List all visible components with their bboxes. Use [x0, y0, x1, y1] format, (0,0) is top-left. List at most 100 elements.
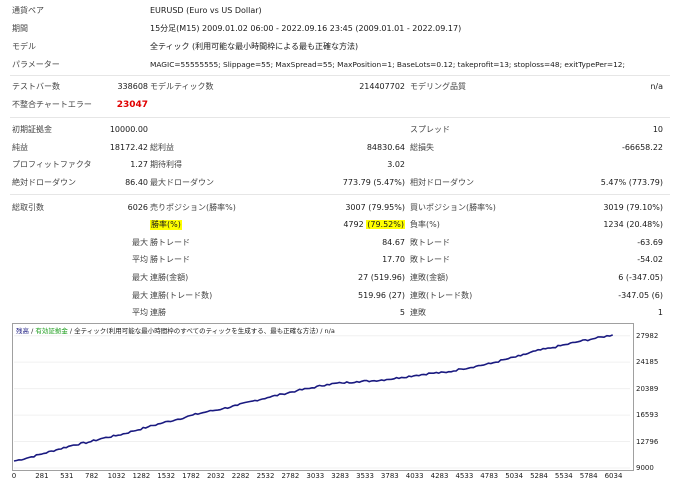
long-label: 買いポジション(勝率%)	[410, 203, 496, 212]
avg-loss-value: -54.02	[637, 255, 663, 264]
long-value: 3019 (79.10%)	[603, 203, 663, 212]
avg-consec-loss-value: 1	[657, 308, 663, 317]
largest-label: 最大	[132, 273, 148, 282]
mismatch-value: 23047	[116, 100, 148, 110]
params-label: パラメーター	[12, 60, 60, 69]
consec-loss-amt-label: 連敗(金額)	[410, 273, 449, 282]
model-label: モデル	[12, 42, 36, 51]
winrate-label: 勝率(%)	[150, 220, 182, 230]
model-value: 全ティック (利用可能な最小時間枠による最も正確な方法)	[150, 42, 359, 51]
x-tick-label: 1282	[132, 472, 151, 480]
symbol-label: 通貨ペア	[12, 6, 44, 15]
spread-value: 10	[652, 125, 663, 134]
x-tick-label: 782	[85, 472, 99, 480]
largest-loss-value: -63.69	[637, 238, 663, 247]
pf-value: 1.27	[130, 160, 148, 169]
x-tick-label: 4033	[405, 472, 424, 480]
legend-description: / 全ティック(利用可能な最小時間枠のすべてのティックを生成する、最も正確な方法…	[67, 327, 335, 335]
x-tick-label: 2532	[256, 472, 275, 480]
params-value: MAGIC=55555555; Slippage=55; MaxSpread=5…	[150, 60, 625, 69]
max-dd-value: 773.79 (5.47%)	[342, 178, 405, 187]
gross-loss-value: -66658.22	[621, 143, 663, 152]
x-tick-label: 4533	[455, 472, 474, 480]
gross-loss-label: 総損失	[410, 143, 434, 152]
max-dd-label: 最大ドローダウン	[150, 178, 214, 187]
spread-label: スプレッド	[410, 125, 450, 134]
winrate-count: 4792	[343, 220, 364, 229]
x-tick-label: 1032	[107, 472, 126, 480]
legend-equity: 有効証拠金	[35, 327, 68, 335]
largest-label: 最大	[132, 291, 148, 300]
winrate-percent: (79.52%)	[366, 220, 405, 229]
avg-consec-win-value: 5	[399, 308, 405, 317]
avg-consec-win-label: 連勝	[150, 308, 166, 317]
winrate-value: 4792 (79.52%)	[300, 220, 405, 230]
rel-dd-value: 5.47% (773.79)	[600, 178, 663, 187]
abs-dd-value: 86.40	[125, 178, 148, 187]
avg-consec-loss-label: 連敗	[410, 308, 426, 317]
period-label: 期間	[12, 24, 28, 33]
x-tick-label: 3783	[380, 472, 399, 480]
consec-win-cnt-label: 連勝(トレード数)	[150, 291, 213, 300]
y-tick-label: 12796	[636, 437, 659, 446]
x-tick-label: 281	[35, 472, 49, 480]
short-value: 3007 (79.95%)	[345, 203, 405, 212]
x-tick-label: 531	[60, 472, 74, 480]
y-tick-label: 27982	[636, 331, 659, 340]
consec-win-amt-label: 連勝(金額)	[150, 273, 189, 282]
largest-loss-label: 敗トレード	[410, 238, 450, 247]
gross-profit-label: 総利益	[150, 143, 174, 152]
payoff-value: 3.02	[387, 160, 405, 169]
ticks-value: 214407702	[359, 82, 405, 91]
trades-value: 6026	[127, 203, 148, 212]
x-tick-label: 5034	[505, 472, 524, 480]
separator	[10, 194, 670, 195]
mismatch-label: 不整合チャートエラー	[12, 100, 92, 109]
x-tick-label: 5284	[530, 472, 548, 480]
avg-win-value: 17.70	[382, 255, 405, 264]
largest-win-label: 勝トレード	[150, 238, 190, 247]
quality-label: モデリング品質	[410, 82, 466, 91]
net-value: 18172.42	[109, 143, 148, 152]
lossrate-value: 1234 (20.48%)	[603, 220, 663, 229]
consec-loss-cnt-value: -347.05 (6)	[618, 291, 663, 300]
consec-win-cnt-value: 519.96 (27)	[358, 291, 405, 300]
trades-label: 総取引数	[12, 203, 44, 212]
y-tick-label: 24185	[636, 358, 659, 367]
deposit-label: 初期証拠金	[12, 125, 52, 134]
x-tick-label: 5784	[579, 472, 598, 480]
consec-loss-cnt-label: 連敗(トレード数)	[410, 291, 473, 300]
period-value: 15分足(M15) 2009.01.02 06:00 - 2022.09.16 …	[150, 24, 462, 33]
symbol-value: EURUSD (Euro vs US Dollar)	[150, 6, 262, 15]
y-tick-label: 16593	[636, 411, 659, 420]
pf-label: プロフィットファクタ	[12, 160, 92, 169]
x-tick-label: 3033	[306, 472, 325, 480]
balance-graph	[12, 323, 634, 471]
x-tick-label: 2782	[281, 472, 300, 480]
average-label: 平均	[132, 308, 148, 317]
largest-label: 最大	[132, 238, 148, 247]
abs-dd-label: 絶対ドローダウン	[12, 178, 76, 187]
graph-legend: 残高 / 有効証拠金 / 全ティック(利用可能な最小時間枠のすべてのティックを生…	[16, 327, 335, 335]
short-label: 売りポジション(勝率%)	[150, 203, 236, 212]
avg-win-label: 勝トレード	[150, 255, 190, 264]
ticks-label: モデルティック数	[150, 82, 214, 91]
rel-dd-label: 相対ドローダウン	[410, 178, 474, 187]
x-tick-label: 1782	[182, 472, 200, 480]
separator	[10, 75, 670, 76]
x-tick-label: 0	[11, 472, 17, 480]
bars-value: 338608	[117, 82, 148, 91]
gross-profit-value: 84830.64	[366, 143, 405, 152]
net-label: 純益	[12, 143, 28, 152]
legend-balance: 残高	[16, 327, 29, 335]
x-tick-label: 5534	[554, 472, 573, 480]
quality-value: n/a	[650, 82, 663, 91]
x-tick-label: 4283	[430, 472, 449, 480]
consec-loss-amt-value: 6 (-347.05)	[618, 273, 663, 282]
lossrate-label: 負率(%)	[410, 220, 440, 229]
bars-label: テストバー数	[12, 82, 60, 91]
separator	[10, 117, 670, 118]
deposit-value: 10000.00	[109, 125, 148, 134]
x-tick-label: 3533	[356, 472, 374, 480]
y-tick-label: 9000	[636, 464, 654, 472]
